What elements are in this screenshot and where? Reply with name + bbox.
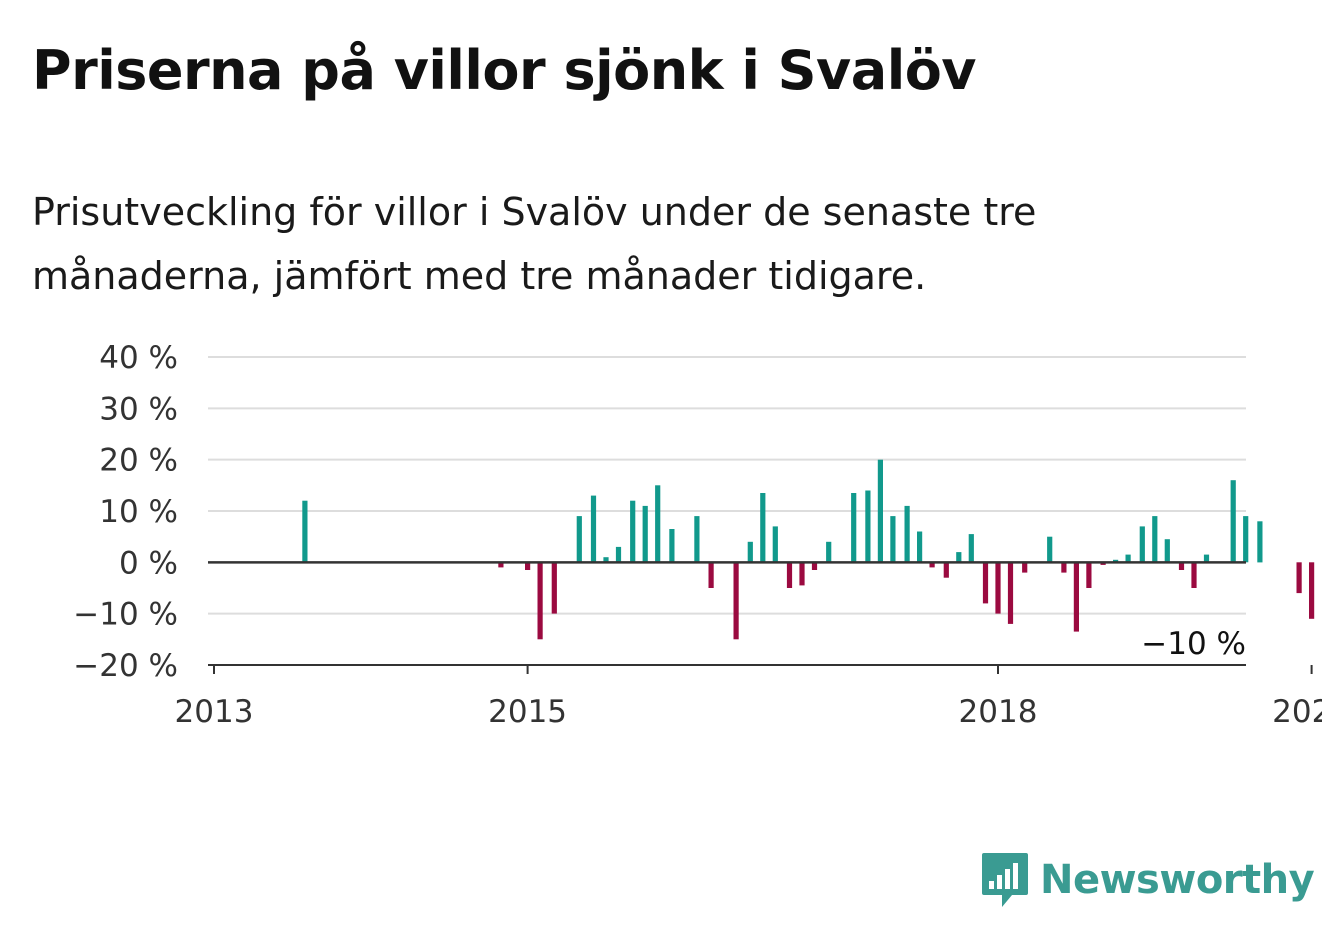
bar <box>1191 562 1197 588</box>
bar <box>865 490 871 563</box>
bar <box>968 534 974 563</box>
y-tick-label: 40 % <box>99 340 178 376</box>
y-tick-label: 20 % <box>99 443 178 479</box>
bar <box>498 562 504 568</box>
bar <box>1152 516 1158 563</box>
bar <box>694 516 700 563</box>
bar <box>772 526 778 563</box>
bar <box>982 562 989 604</box>
bar <box>1125 554 1131 563</box>
bar <box>708 562 714 588</box>
bar <box>733 562 739 640</box>
y-tick-label: −10 % <box>73 597 178 633</box>
bar <box>1007 562 1014 624</box>
bar <box>760 493 766 563</box>
bar <box>851 493 857 563</box>
bar <box>1243 516 1249 563</box>
bar <box>655 485 661 563</box>
bar <box>786 562 793 588</box>
bar <box>302 500 308 563</box>
bar <box>615 546 622 563</box>
bar <box>1139 526 1145 563</box>
last-value-label: −10 % <box>1141 626 1246 662</box>
bar <box>1061 562 1067 573</box>
bar <box>1309 562 1315 619</box>
chart-subtitle: Prisutveckling för villor i Svalöv under… <box>32 190 1037 298</box>
grid-lines <box>208 356 1246 615</box>
brand-logo: Newsworthy <box>980 850 1315 910</box>
bar <box>669 529 675 563</box>
y-tick-label: 10 % <box>99 494 178 530</box>
bar <box>747 541 753 563</box>
bars <box>302 459 1315 640</box>
y-tick-label: 30 % <box>99 391 178 427</box>
bar <box>1230 480 1236 563</box>
bar <box>890 516 896 563</box>
bar <box>1100 562 1106 565</box>
bar <box>1203 554 1210 563</box>
bar <box>904 505 910 563</box>
bar <box>1296 562 1302 594</box>
bar <box>929 562 935 568</box>
bar <box>630 500 636 563</box>
y-tick-label: −20 % <box>73 648 178 684</box>
y-axis-ticks: 40 % 30 % 20 % 10 % 0 % −10 % −20 % <box>73 340 178 684</box>
bar <box>811 562 818 570</box>
bar <box>995 562 1001 614</box>
bar <box>551 562 557 614</box>
bar <box>956 552 962 563</box>
bar <box>943 562 949 578</box>
bar <box>1073 562 1079 632</box>
bar <box>590 495 597 563</box>
bar <box>1178 562 1185 570</box>
bar <box>1257 521 1263 563</box>
x-tick-label: 2020 <box>1272 694 1322 730</box>
bar <box>1047 536 1053 563</box>
brand-name: Newsworthy <box>1040 857 1315 903</box>
x-tick-label: 2015 <box>488 694 567 730</box>
x-tick-label: 2013 <box>175 694 254 730</box>
bar <box>917 531 923 563</box>
bar <box>1086 562 1092 588</box>
bar <box>642 505 648 563</box>
bar <box>576 516 582 563</box>
x-axis-ticks: 201320152018202020232025 <box>175 665 1322 730</box>
bar <box>877 459 883 563</box>
bar <box>537 562 543 640</box>
axes <box>208 561 1246 666</box>
newsworthy-logo-icon <box>982 853 1028 907</box>
bar <box>1022 562 1028 573</box>
bar <box>603 557 609 563</box>
x-tick-label: 2018 <box>959 694 1038 730</box>
bar <box>799 562 805 586</box>
bar <box>826 541 832 563</box>
bar <box>525 562 531 570</box>
bar <box>1164 539 1170 563</box>
chart-title: Priserna på villor sjönk i Svalöv <box>32 39 977 102</box>
y-tick-label: 0 % <box>119 545 178 581</box>
